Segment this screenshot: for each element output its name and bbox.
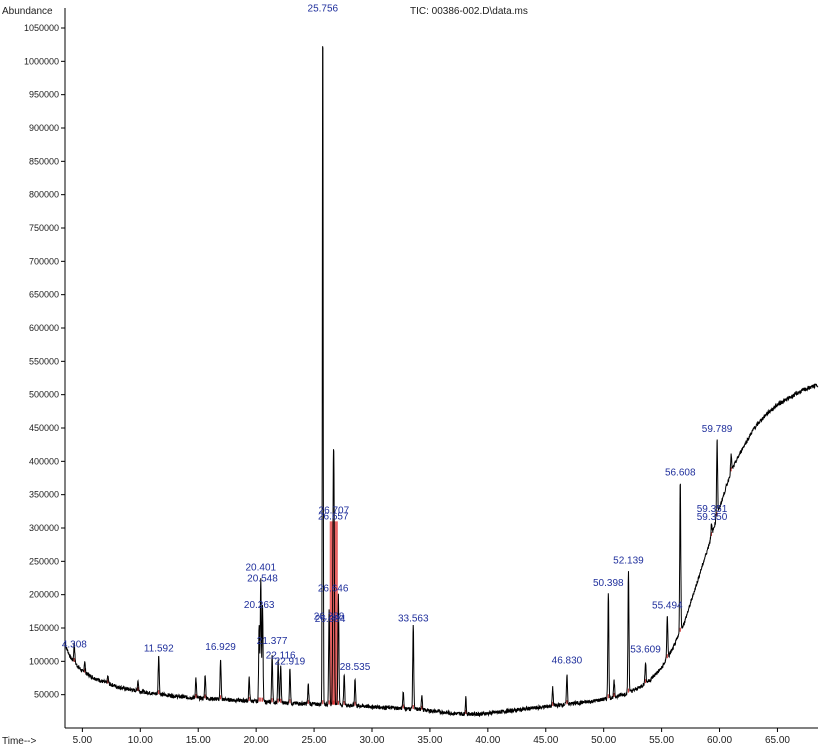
x-tick-label: 45.00 [533,735,558,746]
x-tick-label: 30.00 [359,735,384,746]
peak-label: 28.535 [340,662,371,673]
peak-label: 22.116 [266,651,296,662]
y-tick-label: 800000 [29,190,59,200]
peak-label: 33.563 [398,613,429,624]
y-tick-label: 450000 [29,423,59,433]
x-tick-label: 50.00 [591,735,616,746]
y-tick-label: 1000000 [24,56,59,66]
y-tick-label: 150000 [29,623,59,633]
x-tick-label: 55.00 [649,735,674,746]
y-tick-label: 550000 [29,356,59,366]
peak-label: 26.288 [314,611,345,622]
y-tick-label: 850000 [29,156,59,166]
y-tick-label: 50000 [34,690,59,700]
y-tick-label: 100000 [29,656,59,666]
x-tick-label: 25.00 [302,735,327,746]
y-tick-label: 500000 [29,390,59,400]
x-tick-label: 20.00 [244,735,269,746]
peak-label: 52.139 [613,555,644,566]
peak-label: 46.830 [552,655,583,666]
x-tick-label: 5.00 [73,735,93,746]
peak-label: 55.494 [652,601,683,612]
x-ticks: 5.00 10.00 15.00 20.00 25.00 30.00 35.00 40.00 4… [73,728,790,746]
y-tick-label: 600000 [29,323,59,333]
y-tick-label: 750000 [29,223,59,233]
peak-label: 59.789 [702,424,733,435]
peak-label: 50.398 [593,578,624,589]
x-tick-label: 35.00 [417,735,442,746]
series-group [64,46,819,718]
y-tick-label: 200000 [29,590,59,600]
tic-trace [64,46,819,718]
peak-label: 20.548 [247,573,278,584]
y-tick-label: 650000 [29,290,59,300]
y-tick-label: 900000 [29,123,59,133]
peak-label: 4.308 [62,639,87,650]
y-tick-label: 250000 [29,556,59,566]
peak-label: 59.350 [697,512,728,523]
y-tick-label: 400000 [29,456,59,466]
peak-label: 22.919 [275,657,306,668]
y-tick-label: 950000 [29,90,59,100]
y-axis-label: Abundance [2,6,53,17]
peak-label: 26.384 [315,614,346,625]
peak-label: 26.646 [318,583,349,594]
peak-label: 16.929 [205,642,236,653]
peak-label: 20.401 [245,563,276,574]
peak-fill-area [329,521,338,705]
peak-label: 53.609 [630,645,661,656]
peak-label: 21.377 [257,636,288,647]
x-tick-label: 15.00 [186,735,211,746]
y-ticks: 50000 100000 150000 200000 250000 300000 35000… [24,23,65,700]
y-tick-label: 300000 [29,523,59,533]
x-tick-label: 10.00 [128,735,153,746]
peak-label: 26.707 [319,505,350,516]
peak-label: 11.592 [144,643,174,654]
peak-label: 25.756 [308,3,339,14]
x-axis-label: Time--> [2,736,37,747]
x-tick-label: 65.00 [765,735,790,746]
peak-label: 26.657 [318,511,349,522]
peak-label: 56.608 [665,467,696,478]
chart-title: TIC: 00386-002.D\data.ms [410,6,528,17]
y-tick-label: 350000 [29,490,59,500]
x-tick-label: 40.00 [475,735,500,746]
peak-label: 20.263 [244,600,275,611]
y-tick-label: 700000 [29,256,59,266]
y-tick-label: 1050000 [24,23,59,33]
x-tick-label: 60.00 [707,735,732,746]
peak-label: 59.351 [697,504,728,515]
